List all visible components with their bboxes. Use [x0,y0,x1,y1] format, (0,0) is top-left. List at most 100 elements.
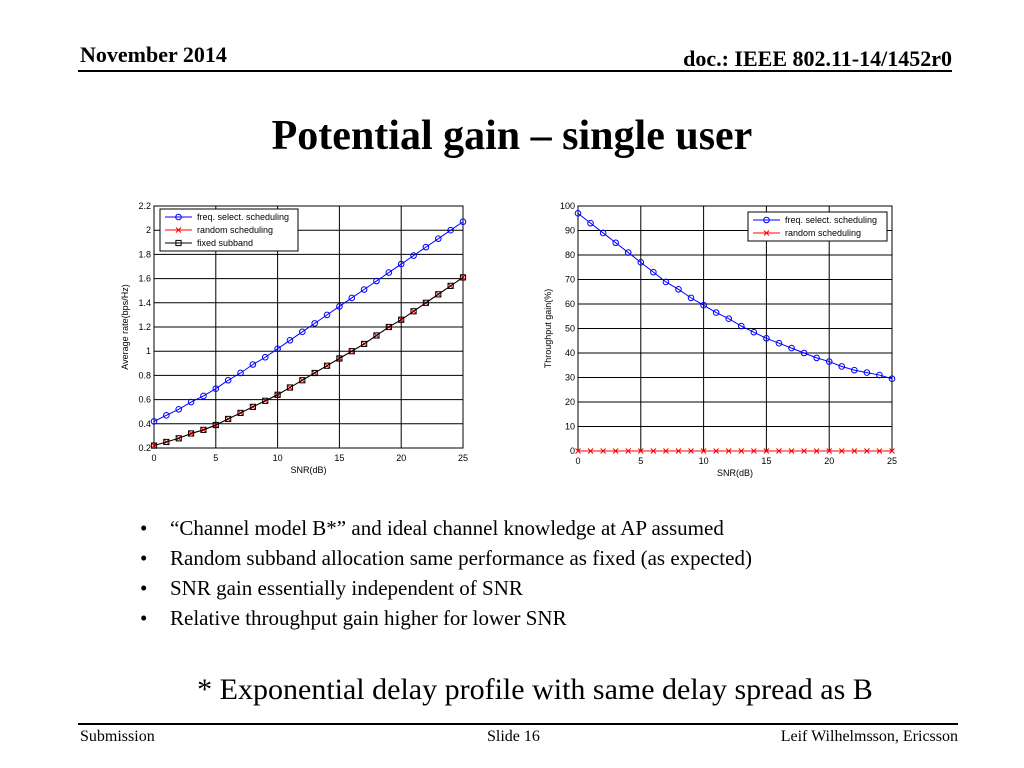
y-tick-label: 0 [570,446,575,456]
data-point-circle [261,353,269,361]
y-tick-label: 2.2 [138,201,151,211]
data-point-x [700,448,707,454]
legend-label: freq. select. scheduling [197,212,289,222]
data-point-x [763,448,770,454]
x-axis-label: SNR(dB) [717,468,753,478]
bullet-marker: • [140,546,148,570]
data-point-x [575,448,581,454]
data-point-circle [737,322,745,330]
y-tick-label: 0.6 [138,395,151,405]
data-point-circle [700,301,707,309]
data-point-square [311,369,318,377]
y-tick-label: 0.8 [138,370,151,380]
series-group [574,210,896,383]
data-point-circle [763,335,770,342]
data-point-circle [788,344,795,352]
data-point-x [725,448,732,454]
header-divider [78,70,952,72]
data-point-x [637,448,644,454]
y-tick-label: 100 [560,201,575,211]
data-point-circle [459,218,467,226]
data-point-circle [274,345,281,353]
footnote: * Exponential delay profile with same de… [197,673,873,706]
x-tick-label: 0 [575,456,580,466]
data-point-circle [888,375,896,383]
data-point-x [612,448,619,454]
data-point-square [373,332,380,339]
data-point-square [422,299,430,306]
y-tick-label: 30 [565,373,575,383]
data-point-x [876,448,883,454]
data-point-circle [662,278,670,286]
data-point-square [225,415,232,423]
data-point-x [801,448,807,454]
bullet-text: SNR gain essentially independent of SNR [170,576,523,600]
y-tick-label: 70 [565,275,575,285]
data-point-x [838,448,845,454]
series-group [150,218,467,425]
x-tick-label: 10 [273,453,283,463]
data-point-circle [249,361,257,368]
y-axis-label: Average rate(bps/Hz) [120,284,130,369]
data-point-circle [163,412,170,419]
x-tick-label: 25 [458,453,468,463]
y-tick-label: 0.2 [138,443,151,453]
legend-label: fixed subband [197,238,253,248]
data-point-circle [675,286,682,293]
legend-label: freq. select. scheduling [785,215,877,225]
y-tick-label: 1.8 [138,249,151,259]
data-point-circle [712,309,720,316]
data-point-x [750,448,757,454]
data-point-x [713,448,720,454]
data-point-x [587,448,594,454]
data-point-square [200,426,207,433]
data-point-square [286,384,294,391]
y-tick-label: 0.4 [138,419,151,429]
footer-author: Leif Wilhelmsson, Ericsson [780,728,958,745]
y-tick-label: 90 [565,226,575,236]
x-axis-label: SNR(dB) [290,465,326,475]
data-point-circle [212,385,220,393]
data-point-x [675,448,682,454]
x-tick-label: 5 [213,453,218,463]
y-tick-label: 80 [565,250,575,260]
bullet-item: • “Channel model B*” and ideal channel kn… [140,513,752,543]
y-tick-label: 40 [565,348,575,358]
series-group [150,274,467,449]
data-point-square [447,282,454,289]
data-point-circle [800,349,808,357]
data-point-circle [150,418,158,425]
data-point-x [650,448,657,454]
data-point-circle [863,369,871,376]
x-tick-label: 10 [699,456,709,466]
data-point-x [663,448,669,454]
data-point-x [826,448,833,454]
bullet-marker: • [140,606,148,630]
data-point-circle [750,328,758,336]
data-point-x [851,448,858,454]
average-rate-chart: 0 5 10 15 20 25 0.2 0.4 0.6 0.8 1 1.2 1.4 1.6 1.8 2 2.2 S… [120,201,468,475]
data-point-square [435,291,442,298]
data-point-square [299,377,306,384]
data-point-square [150,442,158,449]
data-point-x [600,448,606,454]
y-tick-label: 2 [146,225,151,235]
data-point-circle [224,376,232,384]
data-point-square [361,340,368,348]
x-tick-label: 0 [151,453,156,463]
data-point-circle [851,366,858,374]
data-point-square [175,435,182,442]
data-point-circle [825,358,833,365]
data-point-circle [687,294,695,302]
data-point-circle [397,260,405,268]
data-point-square [237,409,244,417]
data-point-circle [286,337,294,344]
bullet-text: Relative throughput gain higher for lowe… [170,606,567,630]
data-point-square [212,421,219,429]
data-point-x [889,448,895,454]
data-point-circle [348,294,356,302]
data-point-circle [311,320,318,327]
bullet-text: Random subband allocation same performan… [170,546,752,570]
data-point-square [323,362,331,369]
data-point-x [688,448,694,454]
